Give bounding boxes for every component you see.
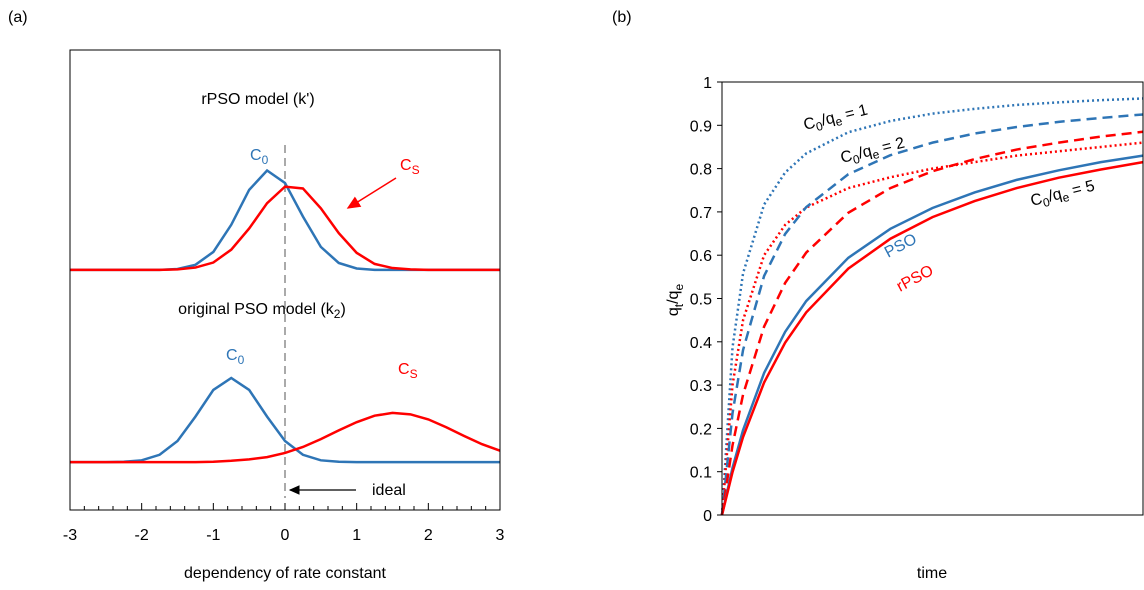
y-tick-label: 0.5 <box>690 292 712 309</box>
annotation: rPSO model (k') <box>201 91 314 108</box>
annotation-part: PSO <box>882 231 920 262</box>
label-part: /q <box>665 291 682 304</box>
label-part: q <box>665 307 682 316</box>
annotation: PSO <box>882 231 920 262</box>
annotation-part: ideal <box>372 482 406 499</box>
y-tick-label: 0.4 <box>690 335 712 352</box>
y-tick-label: 0.7 <box>690 205 712 222</box>
y-tick-label: 1 <box>703 75 712 92</box>
annotation-part: /q <box>1047 186 1064 206</box>
x-tick-label: 0 <box>281 527 290 544</box>
line-series <box>70 185 500 272</box>
annotation: CS <box>400 157 420 177</box>
line-series <box>720 130 1144 516</box>
annotation: C0 <box>226 347 245 367</box>
annotation-part: e <box>871 147 881 162</box>
annotation-part: 0 <box>238 353 245 367</box>
y-tick-label: 0.9 <box>690 118 712 135</box>
line-series <box>720 141 1144 516</box>
y-tick-label: 0.2 <box>690 421 712 438</box>
annotation-part: /q <box>857 143 874 163</box>
annotation-part: C <box>250 147 262 164</box>
annotation-part: 0 <box>815 119 825 134</box>
line-series <box>720 160 1144 516</box>
annotation-part: = 2 <box>876 135 907 158</box>
annotation-part: S <box>410 367 418 381</box>
annotation-part: C <box>839 148 854 167</box>
x-axis-label: dependency of rate constant <box>184 565 386 582</box>
plot-frame <box>721 81 1144 516</box>
annotation-part: e <box>834 114 844 129</box>
annotation-part: 0 <box>262 153 269 167</box>
line-series <box>720 154 1144 516</box>
line-series <box>720 113 1144 516</box>
annotation: C0/qe = 5 <box>1029 178 1097 213</box>
y-tick-label: 0.3 <box>690 378 712 395</box>
x-tick-label: 2 <box>424 527 433 544</box>
annotation-part: 2 <box>334 307 341 321</box>
arrow <box>346 177 397 209</box>
x-tick-label: 1 <box>352 527 361 544</box>
annotation-part: = 1 <box>839 102 870 125</box>
line-series <box>720 97 1144 516</box>
line-series <box>70 411 501 464</box>
annotation-part: rPSO model (k') <box>201 91 314 108</box>
y-axis-label: qt/qe <box>665 284 686 317</box>
x-tick-label: 3 <box>496 527 505 544</box>
annotation: rPSO <box>894 262 937 295</box>
annotation-part: rPSO <box>894 262 937 295</box>
y-tick-label: 0 <box>703 508 712 525</box>
annotation-part: C <box>1029 191 1044 210</box>
line-series <box>70 376 500 464</box>
y-tick-label: 0.8 <box>690 162 712 179</box>
annotation: C0 <box>250 147 269 167</box>
annotation-part: /q <box>820 110 837 130</box>
annotation: CS <box>398 361 418 381</box>
x-tick-label: -3 <box>63 527 77 544</box>
annotation-part: C <box>398 361 410 378</box>
panel-label: (a) <box>8 9 28 26</box>
annotation-part: C <box>802 115 817 134</box>
y-tick-label: 0.1 <box>690 465 712 482</box>
annotation-part: = 5 <box>1066 178 1097 201</box>
annotation-part: e <box>1061 190 1071 205</box>
annotation-part: C <box>226 347 238 364</box>
annotation-part: 0 <box>1042 195 1052 210</box>
annotation-part: C <box>400 157 412 174</box>
annotation-part: original PSO model (k <box>178 301 335 318</box>
annotation: original PSO model (k2) <box>178 301 346 321</box>
y-tick-label: 0.6 <box>690 248 712 265</box>
annotation-part: ) <box>340 301 345 318</box>
x-tick-label: -2 <box>135 527 149 544</box>
annotation-part: 0 <box>852 152 862 167</box>
annotation: C0/qe = 2 <box>839 135 907 170</box>
x-tick-label: -1 <box>206 527 220 544</box>
annotation-part: S <box>412 163 420 177</box>
label-part: e <box>672 284 686 291</box>
annotation: C0/qe = 1 <box>802 102 870 137</box>
label-part: t <box>672 303 686 307</box>
panel-label: (b) <box>612 9 632 26</box>
x-axis-label: time <box>917 565 947 582</box>
annotation: ideal <box>372 482 406 499</box>
